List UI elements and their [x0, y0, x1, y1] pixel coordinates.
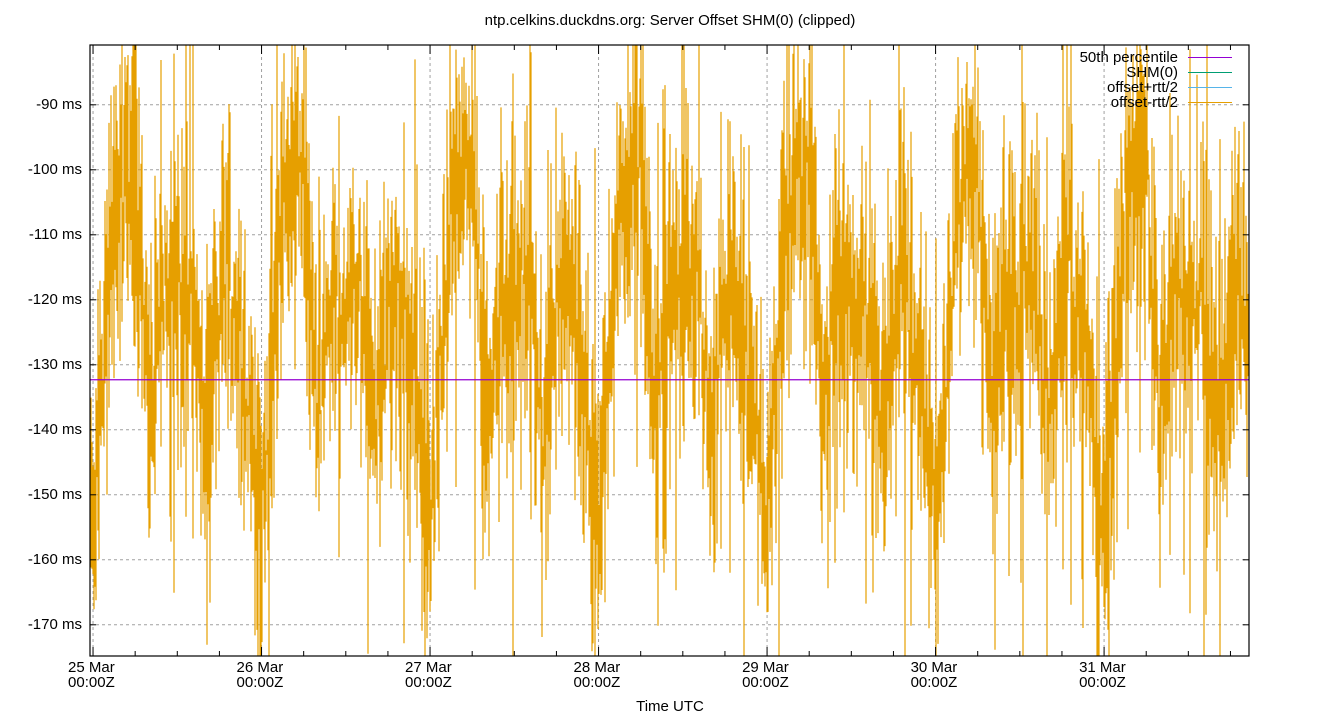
x-axis-label: Time UTC	[636, 698, 704, 715]
x-tick-label: 30 Mar 00:00Z	[910, 659, 958, 691]
x-tick-label: 27 Mar 00:00Z	[405, 659, 452, 691]
legend-item-50th-percentile: 50th percentile	[1079, 49, 1232, 66]
y-tick-label: -100 ms	[27, 160, 82, 178]
legend-swatch	[1188, 72, 1232, 73]
legend-label: 50th percentile	[1079, 49, 1178, 66]
plot-border	[89, 44, 1250, 657]
x-tick-label: 26 Mar 00:00Z	[236, 659, 284, 691]
legend-swatch	[1188, 57, 1232, 58]
legend-swatch	[1188, 102, 1232, 103]
y-tick-label: -170 ms	[27, 615, 82, 633]
x-tick-label: 25 Mar 00:00Z	[68, 659, 115, 691]
legend-item-shm0: SHM(0)	[1080, 64, 1232, 81]
data-series	[90, 45, 1249, 656]
legend: 50th percentile SHM(0) offset+rtt/2 offs…	[1079, 49, 1232, 111]
y-tick-label: -160 ms	[27, 550, 82, 568]
y-tick-label: -110 ms	[28, 225, 82, 243]
legend-item-offset-minus-rtt: offset-rtt/2	[1080, 94, 1232, 111]
x-tick-label: 31 Mar 00:00Z	[1079, 659, 1126, 691]
y-tick-label: -90 ms	[36, 95, 82, 113]
x-tick-label: 28 Mar 00:00Z	[573, 659, 621, 691]
series-offset-minus-rtt	[90, 45, 1249, 656]
chart-title: ntp.celkins.duckdns.org: Server Offset S…	[484, 12, 856, 29]
y-tick-label: -150 ms	[27, 485, 82, 503]
y-tick-label: -140 ms	[27, 420, 82, 438]
legend-swatch	[1188, 87, 1232, 88]
legend-label: offset-rtt/2	[1110, 94, 1178, 111]
legend-item-offset-plus-rtt: offset+rtt/2	[1080, 79, 1232, 96]
plot-frame	[89, 44, 1250, 657]
x-tick-label: 29 Mar 00:00Z	[742, 659, 789, 691]
legend-label: SHM(0)	[1126, 64, 1178, 81]
y-tick-label: -120 ms	[27, 290, 82, 308]
y-tick-label: -130 ms	[27, 355, 82, 373]
legend-label: offset+rtt/2	[1106, 79, 1178, 96]
